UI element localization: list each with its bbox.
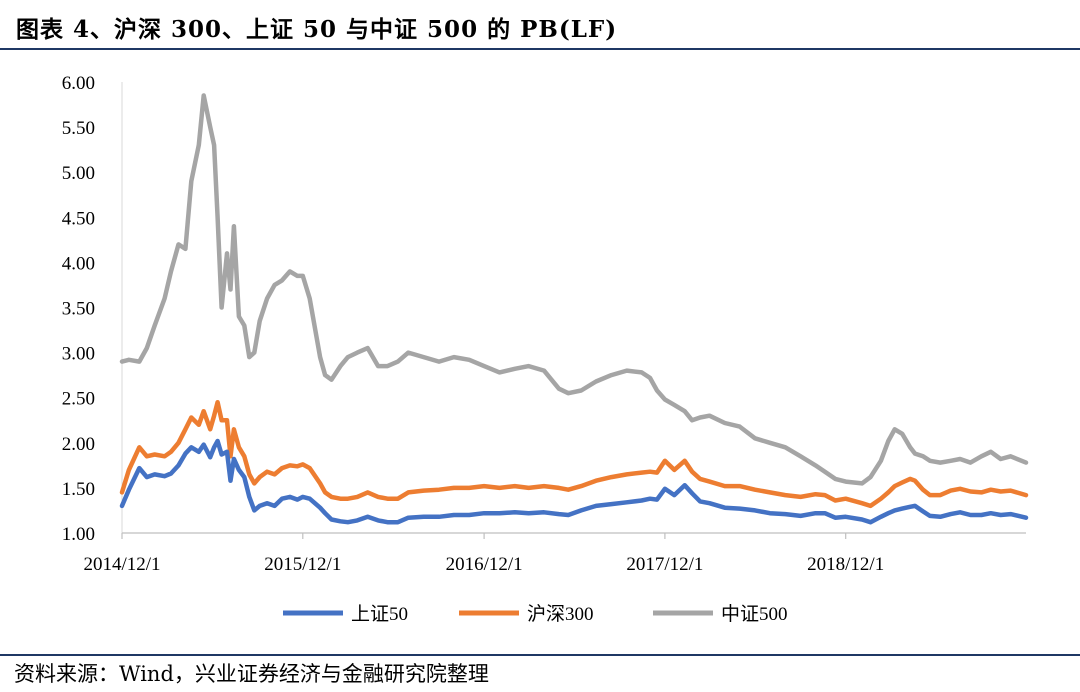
y-tick-label: 1.00 (62, 524, 95, 545)
y-tick-label: 4.00 (62, 253, 95, 274)
legend-label-hs300: 沪深300 (527, 603, 594, 625)
series-line-hs300 (119, 399, 1029, 509)
y-tick-label: 5.00 (62, 163, 95, 184)
footer-rule (0, 654, 1080, 656)
line-chart: 1.00 1.50 2.00 2.50 3.00 3.50 4.00 4.50 5.00 5.50… (62, 73, 1029, 625)
y-tick-label: 5.50 (62, 118, 95, 139)
series-line-sz50 (119, 438, 1029, 525)
y-tick-label: 4.50 (62, 208, 95, 229)
legend-label-zz500: 中证500 (721, 603, 788, 625)
title-underline (0, 48, 1080, 50)
series-line-zz500 (119, 93, 1029, 486)
legend-label-sz50: 上证50 (351, 603, 408, 625)
x-tick-label: 2017/12/1 (626, 554, 703, 575)
y-tick-label: 2.50 (62, 389, 95, 410)
legend: 上证50 沪深300 中证500 (283, 603, 788, 625)
x-axis: 2014/12/1 2015/12/1 2016/12/1 2017/12/1 2018… (83, 532, 1026, 575)
x-tick-label: 2018/12/1 (807, 554, 884, 575)
chart-title: 图表 4、沪深 300、上证 50 与中证 500 的 PB(LF) (16, 16, 618, 43)
x-tick-label: 2015/12/1 (264, 554, 341, 575)
y-tick-label: 3.50 (62, 299, 95, 320)
y-tick-label: 3.00 (62, 344, 95, 365)
y-axis: 1.00 1.50 2.00 2.50 3.00 3.50 4.00 4.50 5.00 5.50… (62, 73, 123, 545)
x-tick-label: 2016/12/1 (446, 554, 523, 575)
series-lines (119, 93, 1029, 525)
source-note: 资料来源：Wind，兴业证券经济与金融研究院整理 (14, 662, 489, 686)
y-tick-label: 2.00 (62, 434, 95, 455)
x-tick-label: 2014/12/1 (83, 554, 160, 575)
y-tick-label: 6.00 (62, 73, 95, 94)
y-tick-label: 1.50 (62, 479, 95, 500)
